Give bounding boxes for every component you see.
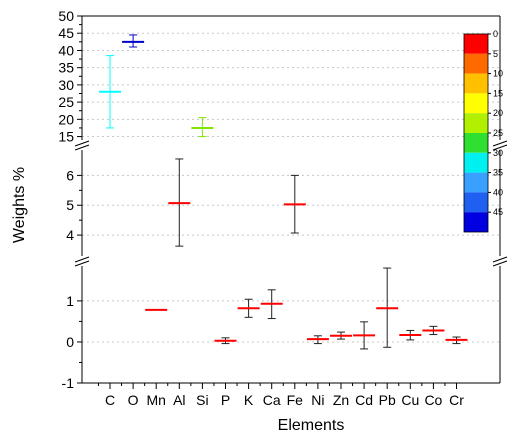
axis-break-mark	[492, 256, 508, 263]
y-tick-label: 5	[66, 197, 74, 213]
y-tick-label: 1	[66, 293, 74, 309]
y-tick-label: 4	[66, 227, 74, 243]
x-tick-label: Ni	[311, 392, 324, 408]
axis-break-mark	[74, 140, 90, 147]
data-points	[99, 34, 468, 350]
y-tick-label: 45	[58, 25, 74, 41]
colorbar-cell	[464, 34, 488, 54]
grid-lines	[82, 15, 500, 384]
y-tick-label: 25	[58, 94, 74, 110]
colorbar-cell	[464, 212, 488, 232]
x-tick-label: Al	[173, 392, 185, 408]
x-tick-label: C	[105, 392, 115, 408]
colorbar-cell	[464, 172, 488, 193]
x-tick-label: Cr	[449, 392, 464, 408]
colorbar-label: 5	[493, 49, 498, 59]
colorbar-label: 20	[493, 108, 503, 118]
x-tick-label: Pb	[379, 392, 396, 408]
y-tick-label: 50	[58, 8, 74, 24]
x-tick-label: Cd	[355, 392, 373, 408]
colorbar-label: 15	[493, 88, 503, 98]
y-axis-title: Weights %	[11, 167, 28, 243]
colorbar-label: 10	[493, 69, 503, 79]
colorbar-label: 35	[493, 168, 503, 178]
y-tick-label: 20	[58, 111, 74, 127]
colorbar-cell	[464, 93, 488, 114]
y-tick-label: 30	[58, 77, 74, 93]
y-tick-label: 35	[58, 60, 74, 76]
x-tick-label: Ca	[263, 392, 281, 408]
y-tick-label: 40	[58, 42, 74, 58]
colorbar-label: 25	[493, 128, 503, 138]
colorbar-cell	[464, 73, 488, 94]
x-tick-label: Co	[424, 392, 442, 408]
x-axis-title: Elements	[278, 417, 345, 434]
x-tick-label: P	[221, 392, 230, 408]
colorbar-label: 45	[493, 207, 503, 217]
colorbar-label: 0	[493, 29, 498, 39]
x-tick-label: K	[244, 392, 254, 408]
x-tick-label: O	[128, 392, 139, 408]
colorbar-cell	[464, 53, 488, 74]
y-tick-label: 0	[66, 334, 74, 350]
x-tick-label: Fe	[287, 392, 304, 408]
axis-break-mark	[492, 144, 508, 151]
colorbar-label: 30	[493, 148, 503, 158]
axis-break-mark	[74, 144, 90, 151]
y-tick-label: -1	[62, 375, 75, 391]
colorbar-cell	[464, 152, 488, 173]
colorbar-cell	[464, 192, 488, 213]
colorbar-cell	[464, 133, 488, 153]
colorbar-label: 40	[493, 187, 503, 197]
colorbar-legend: 0 5 10 15 20 25 30 35 40 45	[463, 29, 503, 233]
axis-break-mark	[74, 256, 90, 263]
axis-break-mark	[492, 260, 508, 267]
x-tick-label: Si	[196, 392, 208, 408]
x-tick-label: Mn	[146, 392, 165, 408]
colorbar-cell	[464, 113, 488, 133]
axis-break-mark	[74, 260, 90, 267]
y-tick-label: 6	[66, 167, 74, 183]
y-tick-label: 15	[58, 129, 74, 145]
x-tick-label: Cu	[401, 392, 419, 408]
x-tick-label: Zn	[333, 392, 349, 408]
axis-break-mark	[492, 140, 508, 147]
